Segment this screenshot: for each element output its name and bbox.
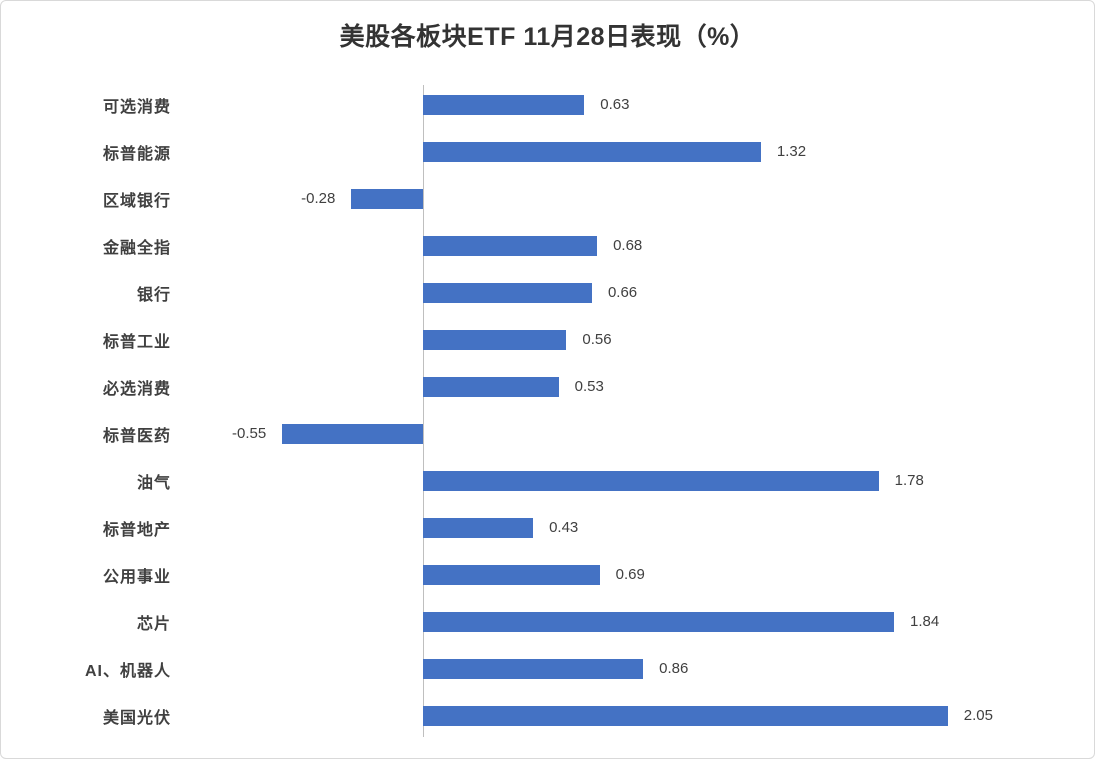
bar-row: 标普地产 0.43 — [1, 504, 1094, 551]
category-label: 标普地产 — [102, 521, 171, 539]
bar-row: 芯片 1.84 — [1, 598, 1094, 645]
bar-row: 公用事业 0.69 — [1, 551, 1094, 598]
value-label: -0.28 — [301, 190, 336, 207]
category-label: 金融全指 — [102, 239, 171, 257]
category-label: 油气 — [136, 474, 171, 492]
plot-area: 可选消费 0.63 标普能源 1.32 区域银行 -0.28 金融全指 0.68 银行 0.66 标… — [1, 81, 1094, 739]
bar-row: 金融全指 0.68 — [1, 222, 1094, 269]
value-label: 1.84 — [910, 613, 940, 630]
value-label: 0.43 — [549, 519, 579, 536]
bar — [423, 470, 879, 491]
value-label: 0.68 — [613, 237, 643, 254]
value-label: 1.78 — [894, 472, 924, 489]
category-label: 标普能源 — [102, 145, 171, 163]
value-label: 0.56 — [582, 331, 612, 348]
category-label: AI、机器人 — [84, 662, 171, 680]
bar-row: 美国光伏 2.05 — [1, 692, 1094, 739]
category-label: 可选消费 — [102, 98, 171, 116]
bar-row: AI、机器人 0.86 — [1, 645, 1094, 692]
bar — [423, 564, 600, 585]
value-label: 0.53 — [574, 378, 604, 395]
bar — [423, 141, 761, 162]
value-label: -0.55 — [232, 425, 267, 442]
category-label: 银行 — [136, 286, 171, 304]
category-label: 必选消费 — [102, 380, 171, 398]
bar-row: 必选消费 0.53 — [1, 363, 1094, 410]
bar-row: 银行 0.66 — [1, 269, 1094, 316]
bar-row: 区域银行 -0.28 — [1, 175, 1094, 222]
value-label: 0.69 — [615, 566, 645, 583]
bar — [423, 611, 895, 632]
category-label: 标普工业 — [102, 333, 171, 351]
chart-title: 美股各板块ETF 11月28日表现（%） — [339, 23, 756, 51]
bar-row: 油气 1.78 — [1, 457, 1094, 504]
bar — [423, 282, 592, 303]
category-label: 区域银行 — [102, 192, 171, 210]
bar-row: 标普医药 -0.55 — [1, 410, 1094, 457]
bar-row: 可选消费 0.63 — [1, 81, 1094, 128]
bar-row: 标普工业 0.56 — [1, 316, 1094, 363]
value-label: 0.86 — [659, 660, 689, 677]
bar — [282, 423, 423, 444]
category-label: 芯片 — [136, 615, 171, 633]
value-label: 1.32 — [776, 143, 807, 160]
category-label: 标普医药 — [102, 427, 171, 445]
zero-axis-line — [423, 85, 424, 737]
bar — [351, 188, 423, 209]
bar — [423, 235, 598, 256]
value-label: 0.66 — [607, 284, 638, 301]
bar — [423, 329, 567, 350]
value-label: 2.05 — [963, 707, 993, 724]
category-label: 公用事业 — [102, 568, 171, 586]
category-label: 美国光伏 — [102, 709, 171, 727]
bar-row: 标普能源 1.32 — [1, 128, 1094, 175]
value-label: 0.63 — [600, 96, 630, 113]
bar — [423, 376, 559, 397]
bar — [423, 517, 534, 538]
bar — [423, 658, 644, 679]
bar — [423, 705, 948, 726]
bar — [423, 94, 585, 115]
